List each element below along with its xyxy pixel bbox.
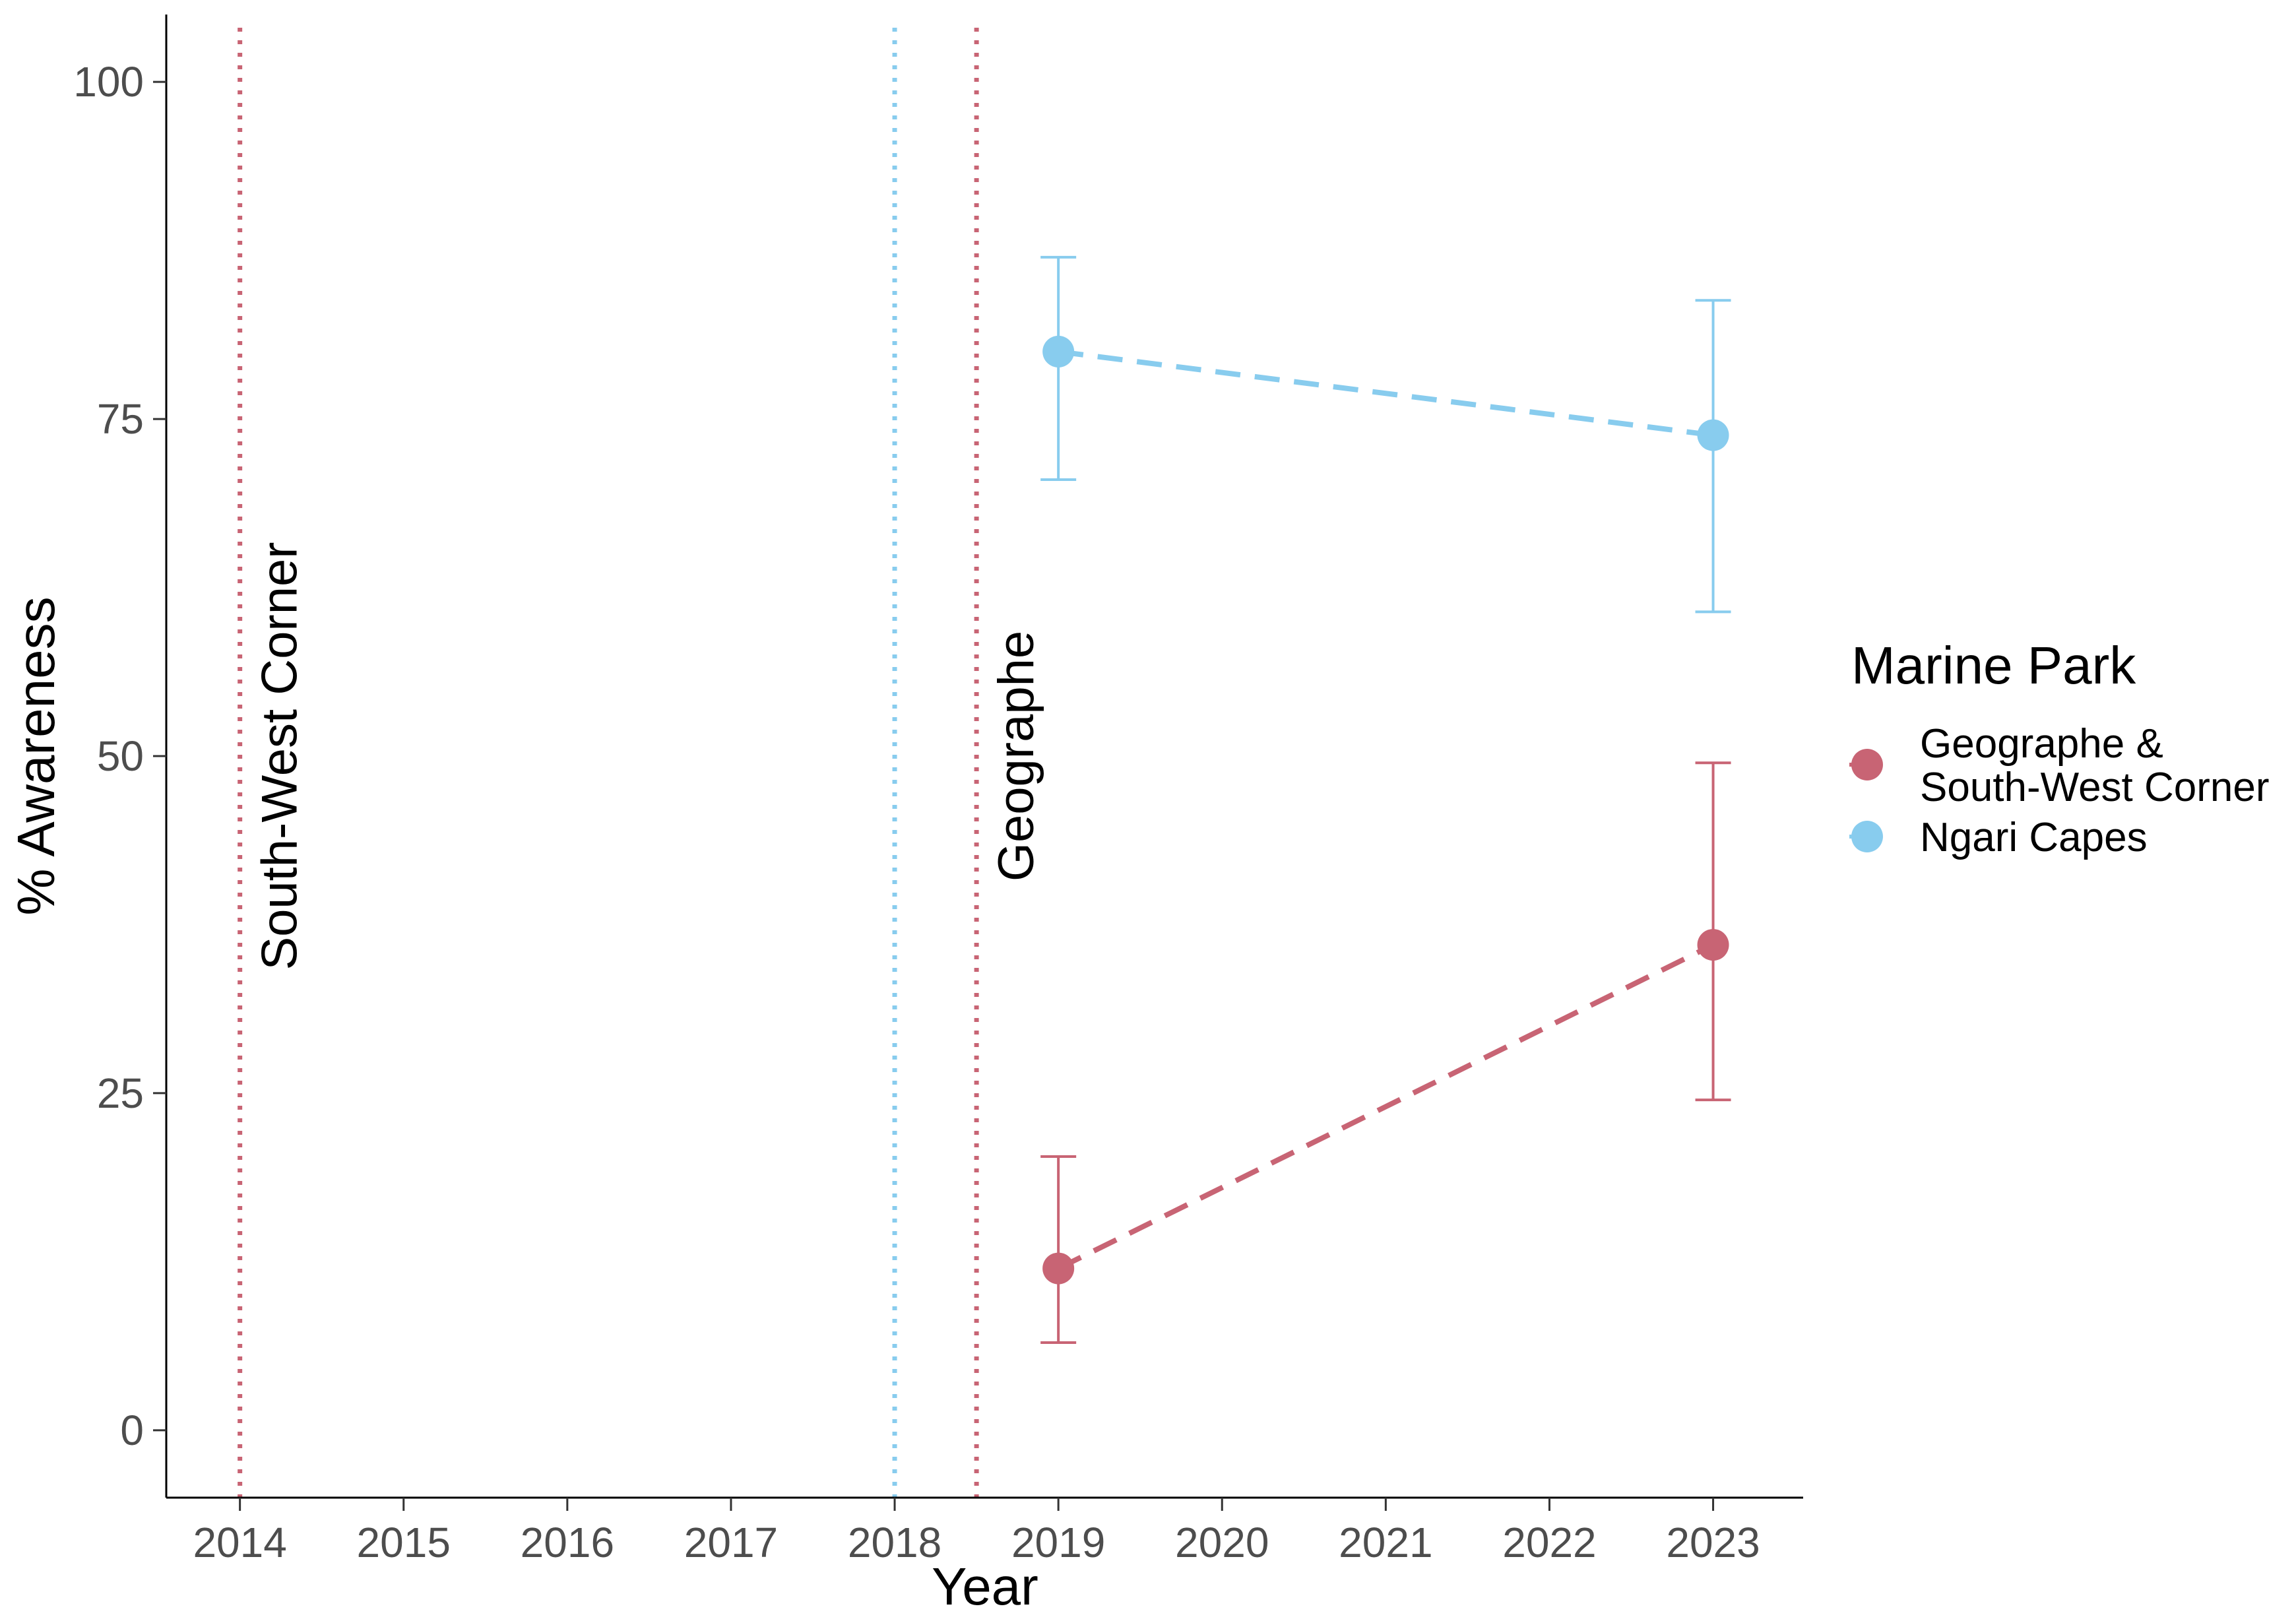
x-tick-label-2018: 2018: [848, 1519, 941, 1566]
y-tick-label-50: 50: [97, 732, 144, 780]
y-ticks: 0 25 50 75 100: [73, 58, 166, 1454]
legend: Marine Park Geographe &South-West Corner…: [1849, 636, 2270, 860]
data-point-ngari-capes-2023: [1697, 419, 1729, 451]
y-axis-title: % Awareness: [7, 596, 65, 915]
y-tick-label-100: 100: [73, 58, 144, 106]
legend-title: Marine Park: [1851, 636, 2136, 695]
data-point-geographe-south-west-corner-2019: [1042, 1252, 1075, 1285]
legend-label-ngari-capes-0: Ngari Capes: [1920, 815, 2148, 860]
y-tick-label-0: 0: [120, 1407, 144, 1454]
series-geographe-south-west-corner: [1040, 761, 1731, 1344]
reference-lines: [238, 28, 979, 1498]
axes: [165, 15, 1803, 1499]
x-tick-label-2017: 2017: [684, 1519, 778, 1566]
x-axis-title: Year: [932, 1557, 1038, 1616]
series-ngari-capes: [1040, 255, 1731, 614]
series-line-ngari-capes: [1058, 348, 1714, 438]
x-tick-label-2021: 2021: [1339, 1519, 1432, 1566]
legend-key-point-geographe-south-west-corner: [1851, 749, 1883, 780]
series: [1040, 255, 1731, 1344]
y-tick-label-75: 75: [97, 395, 144, 443]
reference-annotations: South-West Corner Geographe: [252, 542, 1044, 970]
x-tick-label-2022: 2022: [1502, 1519, 1596, 1566]
data-point-geographe-south-west-corner-2023: [1697, 929, 1729, 961]
annotation-south-west-corner: South-West Corner: [252, 542, 308, 970]
legend-label-geographe-south-west-corner-0: Geographe &: [1920, 721, 2163, 767]
x-tick-label-2014: 2014: [193, 1519, 286, 1566]
x-tick-label-2023: 2023: [1666, 1519, 1760, 1566]
x-ticks: 2014 2015 2016 2017 2018 2019 2020 2021 2022 2023: [193, 1498, 1760, 1566]
legend-label-geographe-south-west-corner-1: South-West Corner: [1920, 765, 2270, 810]
x-tick-label-2015: 2015: [357, 1519, 451, 1566]
data-point-ngari-capes-2019: [1042, 335, 1075, 367]
x-tick-label-2019: 2019: [1011, 1519, 1105, 1566]
annotation-geographe: Geographe: [988, 631, 1044, 881]
series-line-geographe-south-west-corner: [1057, 942, 1715, 1271]
x-tick-label-2016: 2016: [521, 1519, 614, 1566]
x-tick-label-2020: 2020: [1175, 1519, 1269, 1566]
y-tick-label-25: 25: [97, 1069, 144, 1117]
legend-key-point-ngari-capes: [1851, 821, 1883, 852]
